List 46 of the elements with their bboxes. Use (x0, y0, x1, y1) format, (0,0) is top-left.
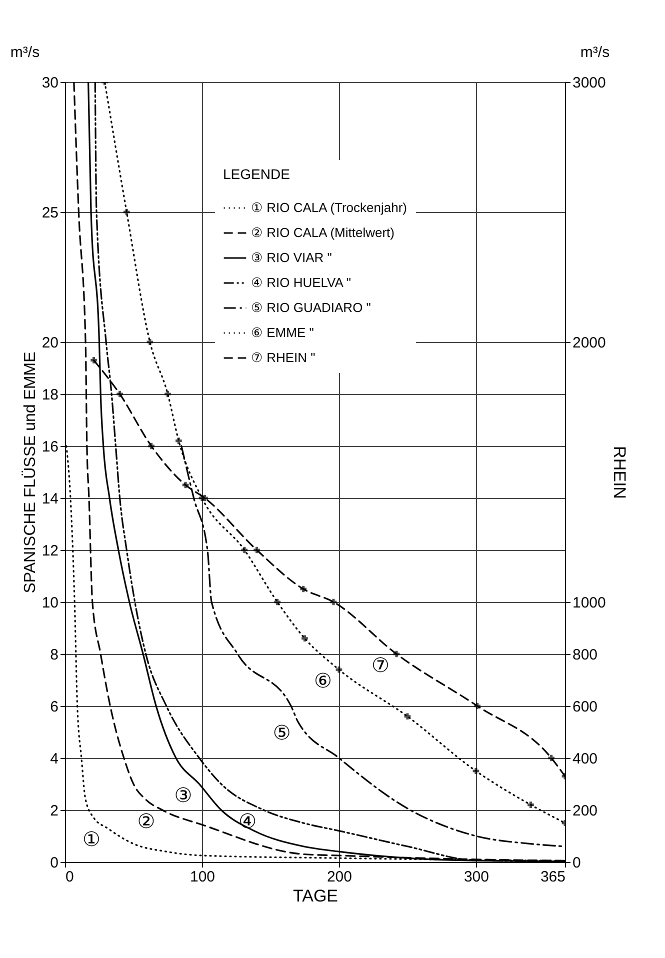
x-tick-label: 365 (540, 868, 566, 886)
y2-tick-label: 400 (572, 750, 598, 768)
x-tick-label: 100 (190, 868, 215, 886)
y2-tick-label: 0 (572, 854, 581, 872)
text: m³/s (10, 44, 40, 61)
x-tick-label: 200 (326, 868, 352, 886)
annotation: ⑥ (314, 668, 332, 693)
y2-tick-label: 2000 (572, 334, 606, 352)
legend-label: ③ RIO VIAR " (251, 250, 332, 265)
legend-label: ④ RIO HUELVA " (251, 275, 352, 290)
y-tick-label: 12 (42, 542, 58, 560)
annotation: ① (82, 827, 100, 852)
x-tick-label: 0 (66, 868, 74, 886)
legend-title: LEGENDE (223, 166, 290, 182)
y-axis-title: SPANISCHE FLÜSSE und EMME (20, 352, 39, 594)
x-axis-title: TAGE (292, 886, 338, 906)
y-tick-label: 25 (42, 204, 58, 222)
y-tick-label: 6 (50, 698, 58, 716)
y-tick-label: 2 (50, 802, 58, 820)
y-tick-label: 18 (42, 386, 58, 404)
y2-tick-label: 800 (572, 646, 598, 664)
text: m³/s (580, 44, 610, 61)
legend-label: ⑦ RHEIN " (251, 350, 316, 365)
legend-label: ⑤ RIO GUADIARO " (251, 300, 372, 315)
y-tick-label: 10 (42, 594, 58, 612)
annotation: ⑤ (272, 720, 291, 745)
y-tick-label: 16 (42, 438, 58, 456)
annotation: ④ (238, 809, 257, 833)
legend-label: ② RIO CALA (Mittelwert) (251, 225, 394, 240)
y2-tick-label: 200 (572, 802, 598, 820)
y-tick-label: 8 (50, 646, 58, 664)
legend-label: ⑥ EMME " (251, 325, 314, 340)
annotation: ③ (174, 783, 192, 807)
y2-tick-label: 3000 (572, 74, 606, 92)
y-tick-label: 20 (42, 334, 58, 352)
y2-tick-label: 1000 (572, 594, 606, 612)
y-tick-label: 30 (42, 74, 58, 92)
y2-tick-label: 600 (572, 698, 598, 716)
y2-axis-title: RHEIN (610, 446, 629, 499)
y-tick-label: 0 (50, 854, 58, 872)
annotation: ② (137, 809, 156, 833)
annotation: ⑦ (372, 653, 390, 677)
legend-label: ① RIO CALA (Trockenjahr) (251, 200, 408, 215)
y-tick-label: 4 (50, 750, 58, 768)
y-tick-label: 14 (42, 490, 58, 508)
x-tick-label: 300 (464, 868, 489, 886)
